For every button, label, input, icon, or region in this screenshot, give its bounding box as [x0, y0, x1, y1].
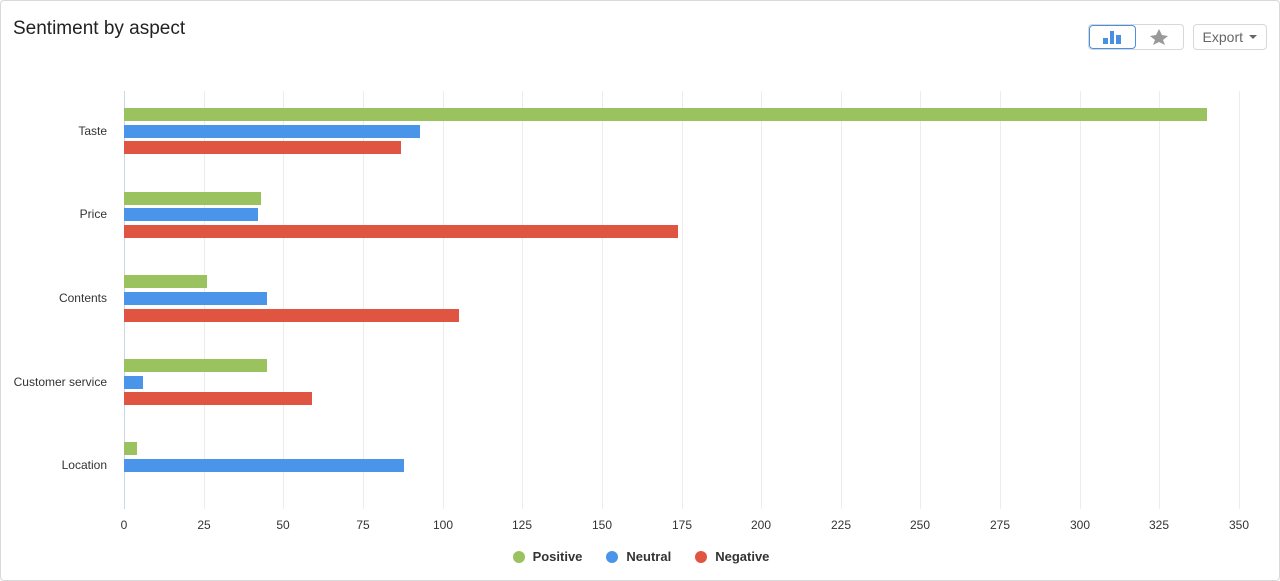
chart-toolbar: Export: [1087, 24, 1267, 50]
legend-item-positive[interactable]: Positive: [512, 549, 582, 564]
gridline: [841, 91, 842, 509]
neutral-dot-icon: [606, 550, 619, 563]
x-tick-label: 300: [1069, 518, 1091, 532]
bar-positive[interactable]: [124, 191, 261, 205]
bar-positive[interactable]: [124, 442, 137, 456]
bar-chart-button[interactable]: [1089, 25, 1136, 49]
negative-dot-icon: [695, 550, 708, 563]
x-tick-label: 25: [197, 518, 211, 532]
x-tick-label: 150: [591, 518, 613, 532]
gridline: [363, 91, 364, 509]
export-label: Export: [1202, 29, 1243, 45]
y-category-label: Customer service: [13, 374, 107, 389]
gridline: [443, 91, 444, 509]
spider-chart-icon: [1150, 29, 1169, 45]
caret-down-icon: [1249, 35, 1257, 39]
chart-title: Sentiment by aspect: [13, 18, 186, 39]
y-category-label: Contents: [58, 290, 107, 305]
x-tick-label: 225: [830, 518, 852, 532]
bar-negative[interactable]: [124, 225, 679, 238]
x-tick-label: 75: [356, 518, 370, 532]
bar-chart-icon: [1103, 31, 1122, 44]
gridline: [1080, 91, 1081, 509]
y-category-label: Location: [61, 458, 107, 473]
gridline: [602, 91, 603, 509]
x-tick-label: 0: [120, 518, 128, 532]
export-dropdown[interactable]: Export: [1192, 24, 1267, 50]
legend-item-negative[interactable]: Negative: [695, 549, 769, 564]
bar-positive[interactable]: [124, 358, 268, 372]
bar-positive[interactable]: [124, 275, 207, 289]
bar-neutral[interactable]: [124, 208, 258, 222]
gridline: [1239, 91, 1240, 509]
gridline: [682, 91, 683, 509]
y-category-label: Taste: [78, 123, 107, 138]
bar-negative[interactable]: [124, 308, 459, 322]
x-tick-label: 325: [1148, 518, 1170, 532]
chart-type-toggle: [1087, 24, 1184, 50]
x-tick-label: 125: [511, 518, 533, 532]
gridline: [1159, 91, 1160, 509]
bar-negative[interactable]: [124, 141, 402, 155]
spider-chart-button[interactable]: [1136, 25, 1183, 49]
x-tick-label: 200: [750, 518, 772, 532]
x-tick-label: 50: [276, 518, 290, 532]
bar-neutral[interactable]: [124, 124, 421, 138]
x-tick-label: 250: [909, 518, 931, 532]
positive-dot-icon: [512, 550, 525, 563]
gridline: [920, 91, 921, 509]
y-category-label: Price: [79, 207, 107, 222]
plot-area: [124, 91, 1240, 509]
x-tick-label: 350: [1228, 518, 1250, 532]
legend: Positive Neutral Negative: [1, 549, 1280, 564]
bar-negative[interactable]: [124, 392, 312, 406]
bar-positive[interactable]: [124, 108, 1208, 121]
x-tick-label: 275: [989, 518, 1011, 532]
bar-neutral[interactable]: [124, 375, 144, 389]
gridline: [761, 91, 762, 509]
x-tick-label: 175: [671, 518, 693, 532]
x-tick-label: 100: [432, 518, 454, 532]
bar-neutral[interactable]: [124, 459, 405, 473]
legend-item-neutral[interactable]: Neutral: [606, 549, 671, 564]
bar-neutral[interactable]: [124, 291, 268, 305]
gridline: [1000, 91, 1001, 509]
gridline: [283, 91, 284, 509]
gridline: [522, 91, 523, 509]
